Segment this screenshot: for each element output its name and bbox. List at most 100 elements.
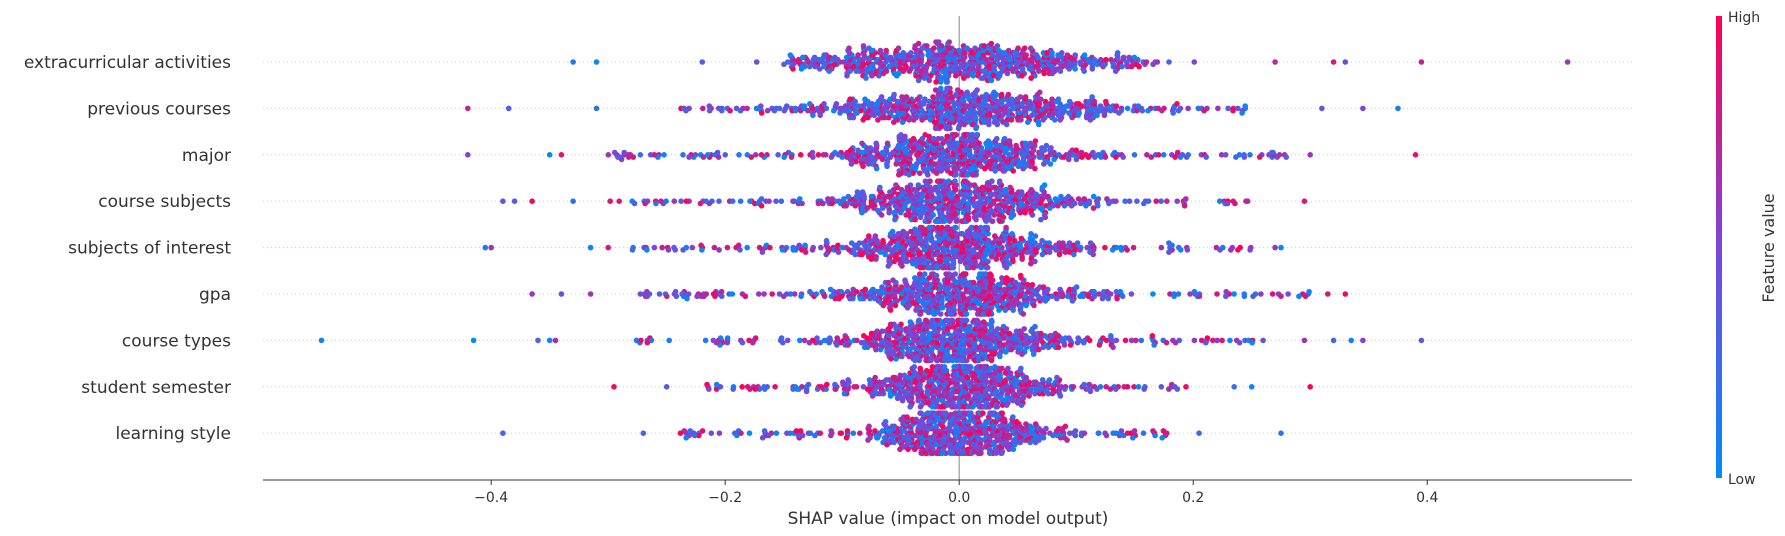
shap-point [807, 288, 813, 295]
shap-point [1096, 342, 1103, 348]
shap-point [879, 149, 886, 156]
shap-point [896, 172, 902, 178]
shap-point [1033, 191, 1039, 198]
shap-point [946, 218, 953, 224]
shap-point [1163, 339, 1170, 346]
shap-point [953, 172, 959, 178]
shap-point [971, 172, 978, 178]
shap-point [1057, 393, 1064, 399]
shap-point [1005, 47, 1012, 54]
shap-points [318, 39, 1571, 457]
shap-point [959, 231, 966, 237]
shap-point [1072, 52, 1078, 58]
shap-point [1051, 149, 1057, 156]
shap-point [1128, 291, 1135, 297]
shap-point [869, 101, 875, 107]
shap-point [983, 224, 990, 231]
shap-point [1081, 52, 1088, 58]
shap-point [976, 357, 982, 364]
shap-point [529, 198, 535, 204]
shap-point [1395, 105, 1401, 112]
shap-point [1196, 293, 1203, 300]
shap-point [927, 224, 933, 231]
shap-point [858, 339, 865, 346]
shap-point [1042, 98, 1049, 105]
shap-point [1204, 335, 1211, 341]
shap-point [834, 335, 840, 341]
shap-point [1002, 307, 1009, 313]
shap-point [1019, 256, 1025, 262]
shap-point [697, 200, 704, 207]
shap-point [1054, 295, 1060, 302]
shap-point [843, 335, 850, 341]
shap-point [1001, 135, 1008, 142]
shap-point [906, 302, 913, 309]
shap-point [828, 66, 835, 72]
shap-point [853, 68, 860, 74]
shap-point [891, 258, 898, 265]
shap-point [1102, 244, 1108, 251]
shap-point [1098, 56, 1104, 63]
shap-point [865, 98, 871, 105]
shap-point [1114, 50, 1121, 56]
shap-point [318, 337, 325, 344]
shap-point [1060, 240, 1066, 246]
shap-point [1094, 112, 1100, 119]
shap-point [937, 89, 944, 96]
shap-point [1046, 240, 1052, 246]
shap-point [605, 244, 611, 251]
shap-point [1090, 193, 1097, 200]
shap-point [1054, 56, 1061, 63]
shap-point [919, 117, 925, 123]
shap-point [994, 404, 1001, 410]
shap-point [1036, 68, 1042, 74]
shap-point [797, 196, 803, 202]
shap-point [1020, 311, 1027, 317]
shap-point [891, 119, 897, 125]
shap-point [1236, 339, 1243, 346]
shap-point [1097, 103, 1104, 109]
shap-point [716, 247, 722, 253]
shap-point [1564, 59, 1571, 65]
shap-point [994, 135, 1000, 142]
shap-point [991, 212, 998, 218]
shap-point [1101, 112, 1108, 119]
shap-point [735, 242, 742, 249]
shap-point [1145, 198, 1152, 204]
shap-point [963, 317, 970, 324]
shap-point [1306, 288, 1312, 295]
shap-point [1015, 45, 1021, 51]
shap-point [933, 79, 939, 85]
shap-point [887, 307, 894, 313]
shap-point [715, 105, 722, 112]
shap-point [710, 337, 717, 344]
shap-point [821, 52, 827, 58]
shap-point [944, 317, 951, 324]
shap-point [1185, 105, 1191, 112]
shap-point [1153, 198, 1159, 204]
shap-point [1113, 103, 1120, 109]
shap-point [895, 45, 902, 51]
shap-point [1217, 247, 1223, 253]
shap-point [787, 52, 794, 58]
shap-point [952, 224, 958, 231]
shap-point [1154, 59, 1161, 65]
shap-point [852, 251, 858, 258]
shap-point [925, 309, 932, 316]
shap-point [796, 242, 802, 249]
shap-point [878, 212, 885, 218]
shap-point [679, 291, 685, 297]
shap-point [1174, 386, 1181, 392]
shap-point [1011, 237, 1018, 244]
shap-point [853, 288, 860, 295]
shap-point [931, 45, 937, 51]
shap-point [859, 251, 865, 258]
shap-point [1272, 59, 1278, 65]
shap-point [664, 293, 670, 300]
shap-point [906, 117, 912, 123]
shap-point [953, 218, 960, 224]
shap-point [864, 344, 871, 351]
shap-point [829, 196, 835, 202]
shap-point [863, 75, 869, 81]
shap-point [767, 244, 773, 251]
